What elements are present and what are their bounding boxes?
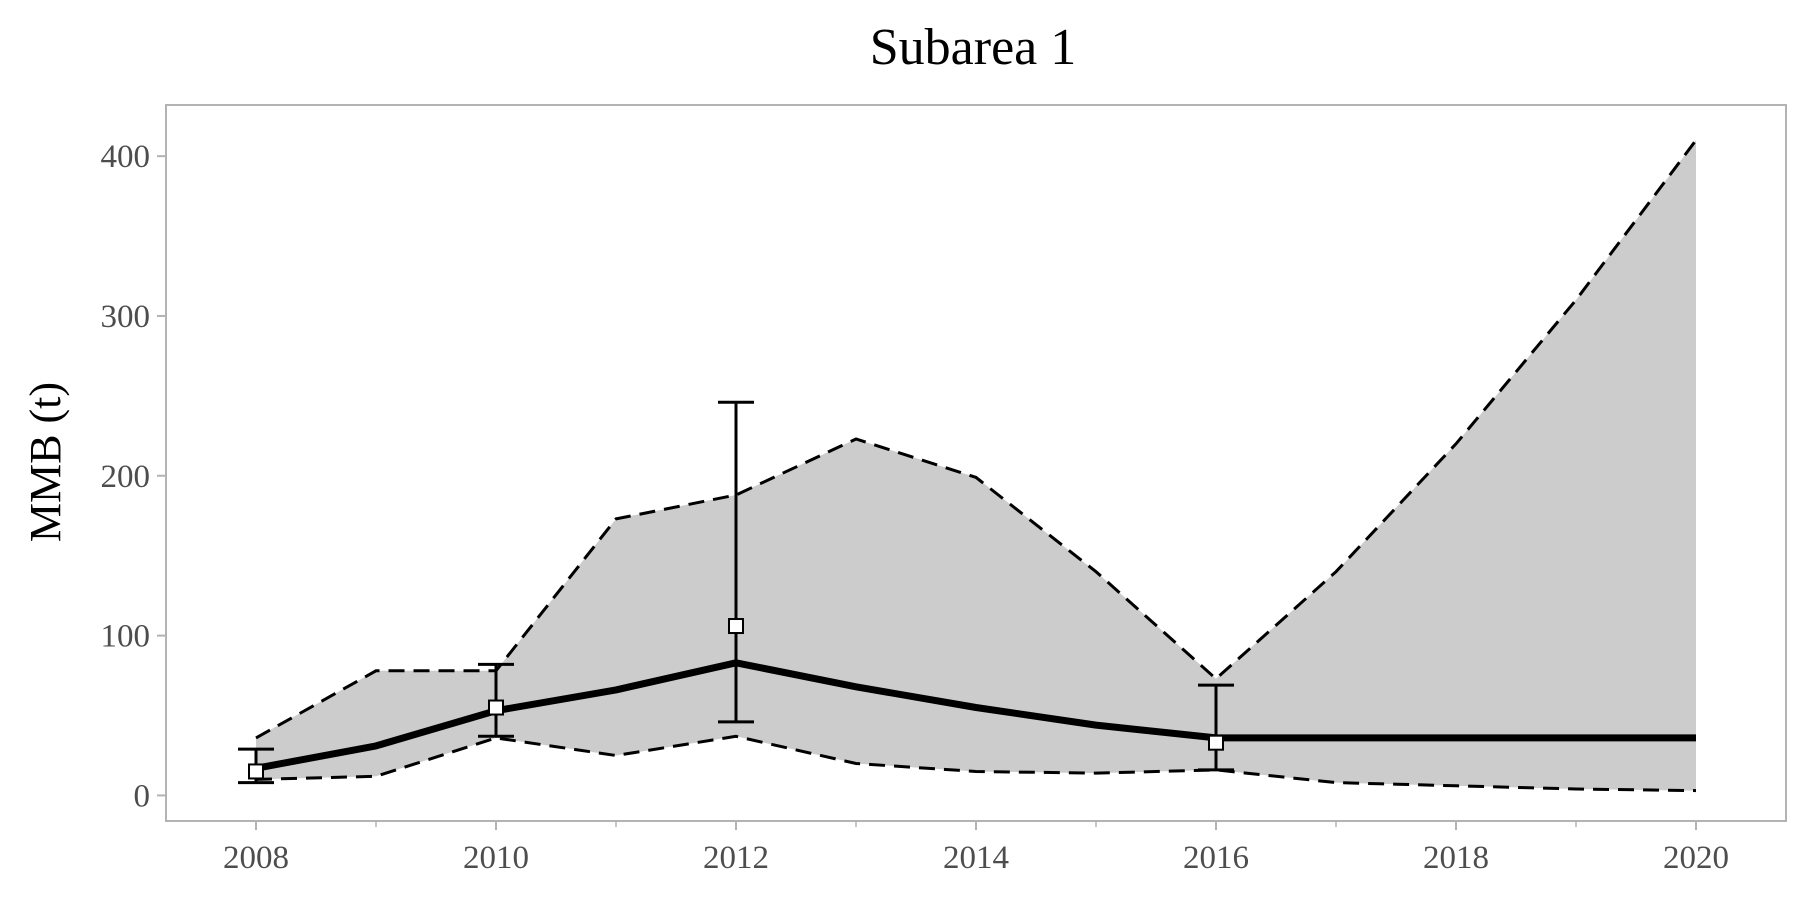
confidence-band: [256, 140, 1696, 791]
lower-bound-line: [255, 734, 1697, 793]
y-axis-title: MMB (t): [21, 382, 70, 542]
x-tick-label: 2020: [1663, 840, 1729, 876]
observation-marker: [728, 618, 744, 635]
x-tick-label: 2016: [1183, 840, 1249, 876]
observation-point: [238, 747, 274, 785]
x-tick-label: 2018: [1423, 840, 1489, 876]
x-tick-label: 2012: [703, 840, 769, 876]
y-tick-label: 300: [101, 299, 151, 335]
observation-marker: [488, 699, 504, 716]
observation-point: [1198, 683, 1234, 772]
plot-layer: 0 100 200 300 400 2008 2010 2012 2014 2016 2018 202…: [101, 104, 1787, 876]
observation-point: [478, 662, 514, 738]
observation-point: [718, 400, 754, 724]
y-tick-label: 100: [101, 619, 151, 655]
y-tick-label: 400: [101, 139, 151, 175]
chart-title: Subarea 1: [870, 19, 1076, 76]
y-tick-label: 200: [101, 459, 151, 495]
observation-marker: [1208, 734, 1224, 751]
y-tick-label: 0: [134, 778, 151, 814]
x-tick-label: 2010: [463, 840, 529, 876]
observation-marker: [248, 763, 264, 780]
x-tick-label: 2008: [223, 840, 289, 876]
x-tick-label: 2014: [943, 840, 1009, 876]
